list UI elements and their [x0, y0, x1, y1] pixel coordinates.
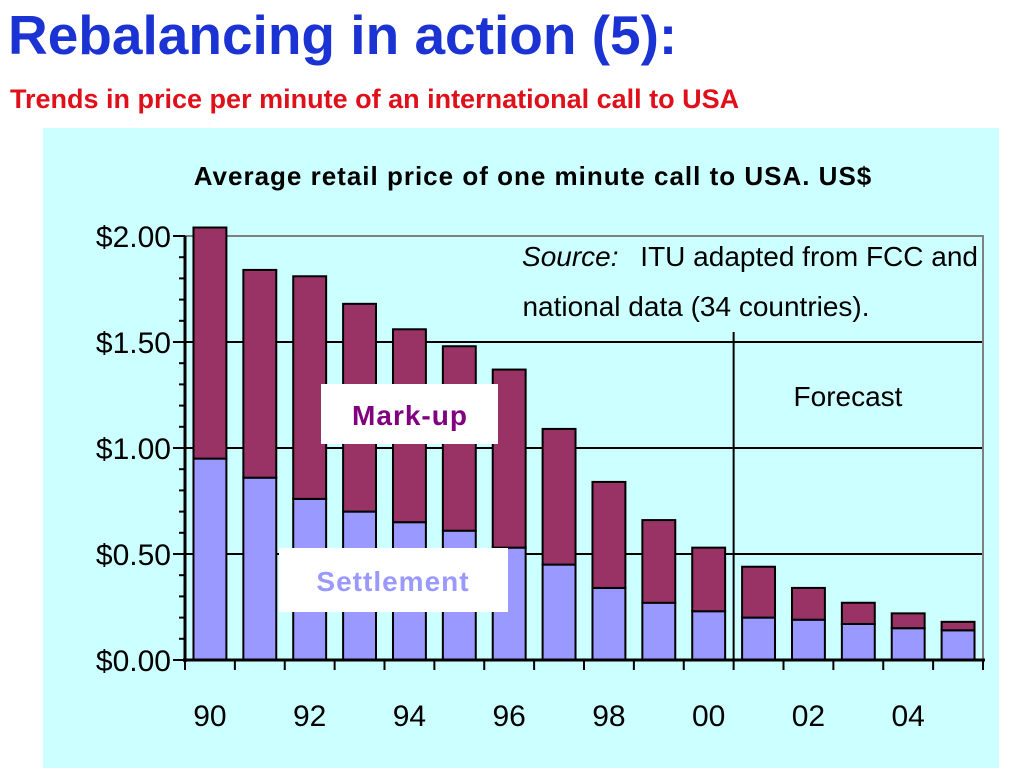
x-tick-label: 90 — [193, 700, 226, 733]
x-tick-label: 02 — [792, 700, 825, 733]
settlement-bar-90 — [192, 457, 228, 661]
markup-bar-97 — [541, 427, 577, 566]
markup-bar-90 — [192, 226, 228, 460]
settlement-bar-05 — [940, 629, 976, 662]
settlement-bar-98 — [591, 586, 627, 662]
x-tick-label: 98 — [592, 700, 625, 733]
bars — [192, 226, 976, 662]
slide-title: Rebalancing in action (5): — [8, 4, 678, 66]
markup-bar-04 — [890, 612, 926, 630]
y-tick-label: $2.00 — [96, 221, 171, 254]
settlement-bar-99 — [641, 601, 677, 662]
markup-callout: Mark-up — [321, 384, 498, 444]
x-tick-label: 00 — [692, 700, 725, 733]
markup-bar-91 — [242, 268, 278, 479]
markup-bar-05 — [940, 620, 976, 632]
y-tick-label: $0.00 — [96, 645, 171, 678]
markup-bar-02 — [790, 586, 826, 621]
x-tick-label: 92 — [293, 700, 326, 733]
forecast-label: Forecast — [794, 381, 903, 412]
axes: $0.00 $0.50 $1.00 $1.50 $2.00 90 92 94 96 98 00 02 0… — [96, 221, 985, 733]
slide-subtitle: Trends in price per minute of an interna… — [10, 84, 740, 114]
settlement-bar-03 — [840, 622, 876, 661]
markup-label: Mark-up — [352, 400, 468, 431]
source-text-line1: ITU adapted from FCC and — [640, 241, 978, 272]
settlement-callout: Settlement — [279, 548, 508, 612]
markup-bar-92 — [292, 275, 328, 500]
chart-title: Average retail price of one minute call … — [194, 161, 873, 191]
x-tick-label: 94 — [393, 700, 426, 733]
markup-bar-01 — [741, 565, 777, 619]
settlement-label: Settlement — [316, 566, 469, 597]
price-chart: Average retail price of one minute call … — [96, 161, 985, 733]
markup-bar-96 — [491, 368, 527, 549]
settlement-bar-04 — [890, 627, 926, 662]
markup-bar-00 — [691, 546, 727, 613]
x-tick-label: 96 — [493, 700, 526, 733]
markup-bar-99 — [641, 519, 677, 604]
source-note: Source: ITU adapted from FCC and nationa… — [522, 241, 978, 322]
y-tick-label: $1.50 — [96, 327, 171, 360]
y-tick-label: $0.50 — [96, 539, 171, 572]
y-tick-label: $1.00 — [96, 433, 171, 466]
settlement-bar-97 — [541, 563, 577, 662]
settlement-bar-91 — [242, 476, 278, 661]
chart-panel: Average retail price of one minute call … — [43, 128, 999, 768]
settlement-bar-02 — [790, 618, 826, 661]
x-tick-label: 04 — [892, 700, 925, 733]
markup-bar-98 — [591, 480, 627, 589]
source-text-line2: national data (34 countries). — [522, 291, 869, 322]
svg-text:Source: ITU adapted fr: Source: ITU adapted from FCC and — [522, 241, 978, 272]
source-label: Source: — [522, 241, 619, 272]
markup-bar-03 — [840, 601, 876, 625]
settlement-bar-01 — [741, 616, 777, 662]
settlement-bar-00 — [691, 610, 727, 661]
